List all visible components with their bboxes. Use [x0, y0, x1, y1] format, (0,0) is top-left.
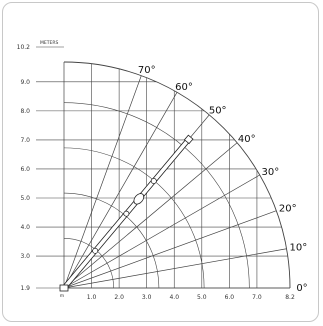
arc-lines — [63, 61, 291, 289]
angle-label: 10° — [290, 243, 308, 254]
x-tick-label: 7.0 — [252, 294, 262, 301]
x-tick-label: 8.2 — [285, 294, 295, 301]
y-tick-label: 3.0 — [20, 253, 30, 260]
diagram-frame — [2, 2, 319, 322]
x-tick-label: 1.0 — [87, 294, 97, 301]
range-arc-3 — [63, 102, 250, 289]
x-tick-label: 3.0 — [142, 294, 152, 301]
angle-label: 60° — [175, 82, 193, 93]
ray-20 — [63, 210, 277, 289]
boom-joint-1 — [123, 210, 130, 217]
angle-label: 30° — [262, 167, 280, 178]
range-arc-2 — [63, 147, 205, 289]
y-tick-label: 6.0 — [20, 166, 30, 173]
y-tick-label: 4.0 — [20, 224, 30, 231]
boom-base — [59, 284, 69, 292]
boom-cylinder — [133, 193, 145, 205]
angle-label: 70° — [138, 65, 156, 76]
range-arc-1 — [63, 192, 160, 289]
labels: 10.2 9.0 8.0 7.0 6.0 5.0 4.0 3.0 1.9 1.0 2.0 3.0 4.0… — [17, 40, 308, 301]
y-tick-label: 1.9 — [20, 285, 30, 292]
x-tick-label: 2.0 — [114, 294, 124, 301]
angle-label: 0° — [296, 283, 307, 294]
origin-label: m — [60, 294, 64, 299]
y-tick-label: 10.2 — [17, 44, 31, 51]
ray-60 — [63, 92, 178, 289]
y-tick-label: 9.0 — [20, 79, 30, 86]
ray-40 — [63, 142, 238, 289]
ray-30 — [63, 174, 260, 289]
range-arc-0 — [63, 237, 115, 289]
y-tick-label: 7.0 — [20, 137, 30, 144]
angle-label: 50° — [209, 105, 227, 116]
boom-tip — [183, 134, 194, 145]
x-tick-label: 4.0 — [169, 294, 179, 301]
x-tick-label: 6.0 — [225, 294, 235, 301]
range-arc-4 — [63, 61, 291, 289]
angle-label: 20° — [279, 204, 297, 215]
boom-joint-2 — [150, 178, 157, 184]
unit-label: METERS — [40, 40, 58, 46]
ray-70 — [63, 75, 142, 289]
x-tick-label: 5.0 — [197, 294, 207, 301]
y-tick-label: 8.0 — [20, 108, 30, 115]
y-tick-label: 5.0 — [20, 195, 30, 202]
ray-10 — [63, 248, 287, 289]
boom-joint-0 — [92, 247, 99, 254]
boom-drawing — [59, 134, 194, 292]
angle-label: 40° — [238, 134, 256, 145]
